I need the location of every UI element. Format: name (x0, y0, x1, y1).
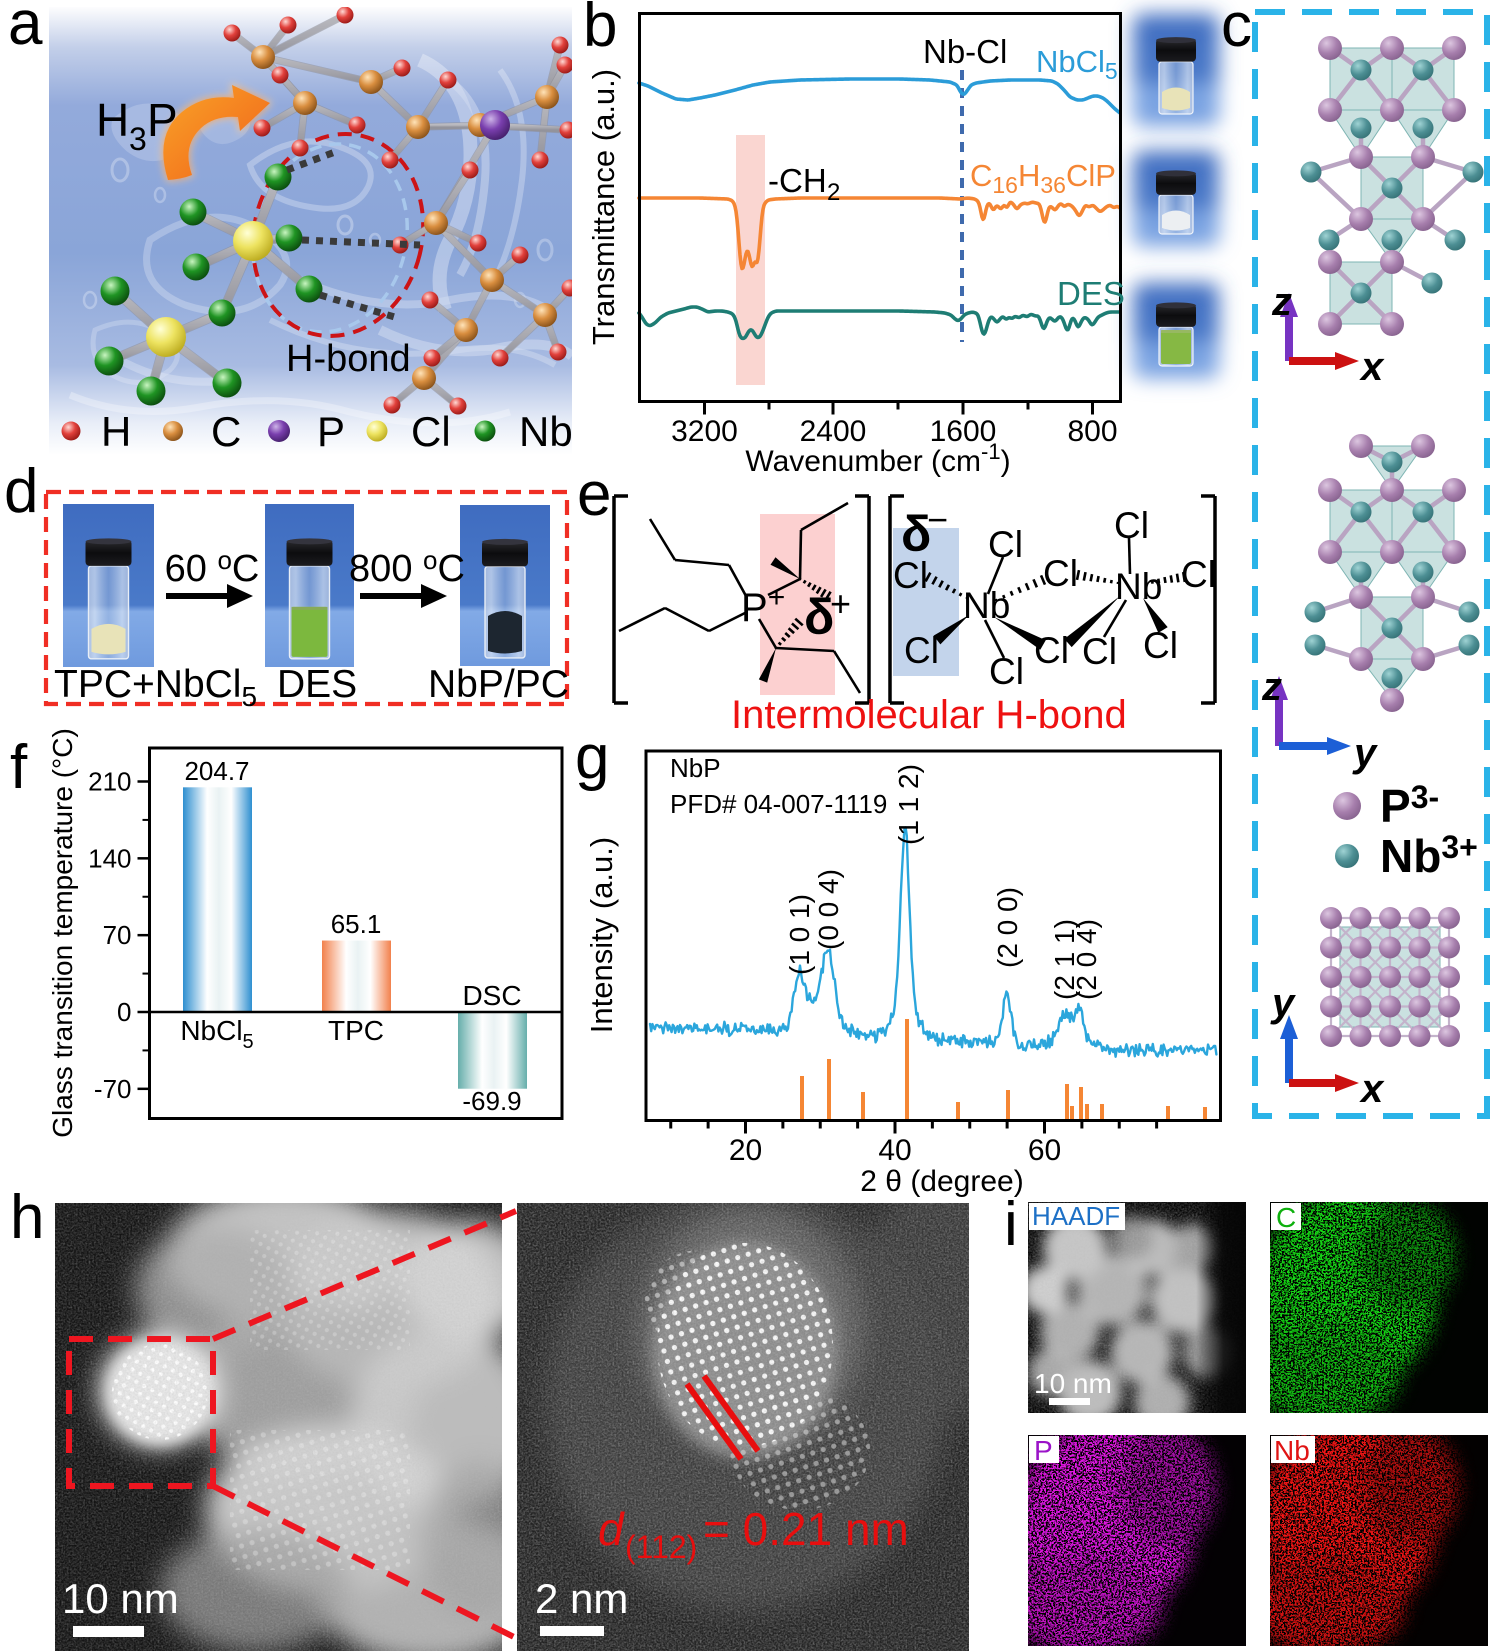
svg-text:Cl: Cl (893, 555, 928, 596)
svg-text:i: i (1004, 1190, 1018, 1259)
svg-text:x: x (1359, 345, 1385, 389)
svg-text:TPC+NbCl5: TPC+NbCl5 (54, 663, 257, 712)
svg-text:(2 0 4): (2 0 4) (1071, 919, 1102, 1000)
svg-text:20: 20 (729, 1134, 762, 1167)
svg-text:δ: δ (804, 589, 834, 645)
svg-text:Transmittance (a.u.): Transmittance (a.u.) (586, 69, 621, 345)
svg-text:C: C (211, 408, 241, 455)
svg-text:x: x (1359, 1067, 1385, 1111)
svg-text:Cl: Cl (989, 651, 1024, 692)
svg-text:δ: δ (901, 506, 931, 562)
svg-text:Cl: Cl (988, 524, 1023, 565)
svg-text:10 nm: 10 nm (1034, 1368, 1112, 1399)
svg-text:Cl: Cl (1181, 554, 1216, 595)
svg-text:3200: 3200 (671, 415, 738, 448)
svg-text:(1 0 1): (1 0 1) (784, 894, 815, 975)
svg-text:P+: P+ (741, 581, 785, 630)
svg-text:2400: 2400 (800, 415, 867, 448)
svg-text:3: 3 (129, 121, 147, 157)
svg-text:204.7: 204.7 (184, 756, 249, 786)
svg-text:NbP/PC: NbP/PC (428, 663, 569, 706)
svg-text:Nb: Nb (963, 585, 1010, 626)
svg-text:P: P (317, 408, 345, 455)
svg-text:Wavenumber (cm-1): Wavenumber (cm-1) (745, 439, 1010, 478)
svg-text:C: C (1276, 1202, 1296, 1233)
svg-text:d: d (598, 1503, 625, 1555)
svg-text:1600: 1600 (930, 415, 997, 448)
svg-text:0: 0 (117, 997, 131, 1027)
svg-text:(1 1 2): (1 1 2) (893, 764, 924, 845)
svg-text:TPC: TPC (328, 1015, 384, 1046)
svg-text:z: z (1271, 280, 1292, 324)
svg-text:40: 40 (878, 1134, 911, 1167)
svg-text:65.1: 65.1 (331, 909, 382, 939)
svg-text:P: P (147, 94, 178, 146)
svg-text:Nb: Nb (1274, 1435, 1310, 1466)
svg-text:Cl: Cl (1114, 505, 1149, 546)
svg-text:Intermolecular H-bond: Intermolecular H-bond (731, 693, 1127, 737)
svg-text:H: H (96, 94, 129, 146)
svg-text:(0 0 4): (0 0 4) (813, 869, 844, 950)
svg-text:70: 70 (103, 920, 132, 950)
svg-text:2 nm: 2 nm (535, 1575, 628, 1622)
svg-text:d: d (4, 457, 38, 526)
svg-text:P: P (1034, 1435, 1053, 1466)
svg-text:h: h (10, 1183, 44, 1252)
svg-text:Cl: Cl (1082, 631, 1117, 672)
svg-text:2: 2 (827, 179, 840, 206)
svg-text:-70: -70 (94, 1074, 132, 1104)
svg-text:Cl: Cl (1043, 553, 1078, 594)
svg-text:210: 210 (88, 767, 131, 797)
svg-text:Intensity (a.u.): Intensity (a.u.) (584, 837, 619, 1033)
svg-text:NbP: NbP (670, 753, 721, 783)
svg-text:+: + (830, 583, 851, 624)
svg-text:Cl: Cl (411, 408, 451, 455)
svg-text:2 θ (degree): 2 θ (degree) (860, 1165, 1023, 1198)
svg-text:HAADF: HAADF (1032, 1201, 1120, 1231)
svg-text:-69.9: -69.9 (462, 1086, 521, 1116)
svg-text:800 oC: 800 oC (349, 545, 465, 590)
svg-text:y: y (1270, 981, 1296, 1025)
svg-text:H: H (101, 408, 131, 455)
svg-text:DSC: DSC (462, 980, 521, 1011)
svg-text:e: e (577, 460, 611, 529)
svg-text:H-bond: H-bond (286, 338, 411, 380)
svg-text:= 0.21 nm: = 0.21 nm (703, 1503, 909, 1555)
svg-text:60 oC: 60 oC (165, 545, 260, 590)
svg-text:-CH: -CH (768, 162, 827, 199)
svg-text:(112): (112) (625, 1529, 697, 1565)
svg-text:Cl: Cl (904, 630, 939, 671)
svg-text:Nb: Nb (1115, 566, 1162, 607)
svg-text:Glass transition temperature (: Glass transition temperature (°C) (47, 728, 78, 1138)
svg-text:800: 800 (1067, 415, 1117, 448)
svg-text:140: 140 (88, 843, 131, 873)
svg-text:z: z (1261, 665, 1282, 709)
svg-text:b: b (583, 0, 617, 60)
svg-text:60: 60 (1028, 1134, 1061, 1167)
svg-text:PFD# 04-007-1119: PFD# 04-007-1119 (670, 789, 887, 819)
svg-text:10 nm: 10 nm (62, 1575, 179, 1622)
svg-text:g: g (575, 723, 609, 792)
svg-text:NbCl5: NbCl5 (1036, 44, 1118, 84)
svg-text:DES: DES (1057, 275, 1125, 312)
svg-text:Cl: Cl (1034, 630, 1069, 671)
svg-text:Nb: Nb (519, 408, 573, 455)
svg-text:f: f (10, 733, 28, 802)
svg-text:−: − (927, 499, 948, 540)
svg-text:DES: DES (277, 663, 357, 706)
svg-text:(2 1 1): (2 1 1) (1049, 919, 1080, 1000)
svg-text:Nb-Cl: Nb-Cl (923, 33, 1007, 70)
svg-text:(2 0 0): (2 0 0) (992, 887, 1023, 968)
svg-text:a: a (8, 0, 43, 58)
svg-text:C16H36ClP: C16H36ClP (970, 158, 1116, 198)
svg-text:Cl: Cl (1143, 625, 1178, 666)
svg-text:y: y (1352, 731, 1378, 775)
svg-text:c: c (1221, 0, 1252, 60)
